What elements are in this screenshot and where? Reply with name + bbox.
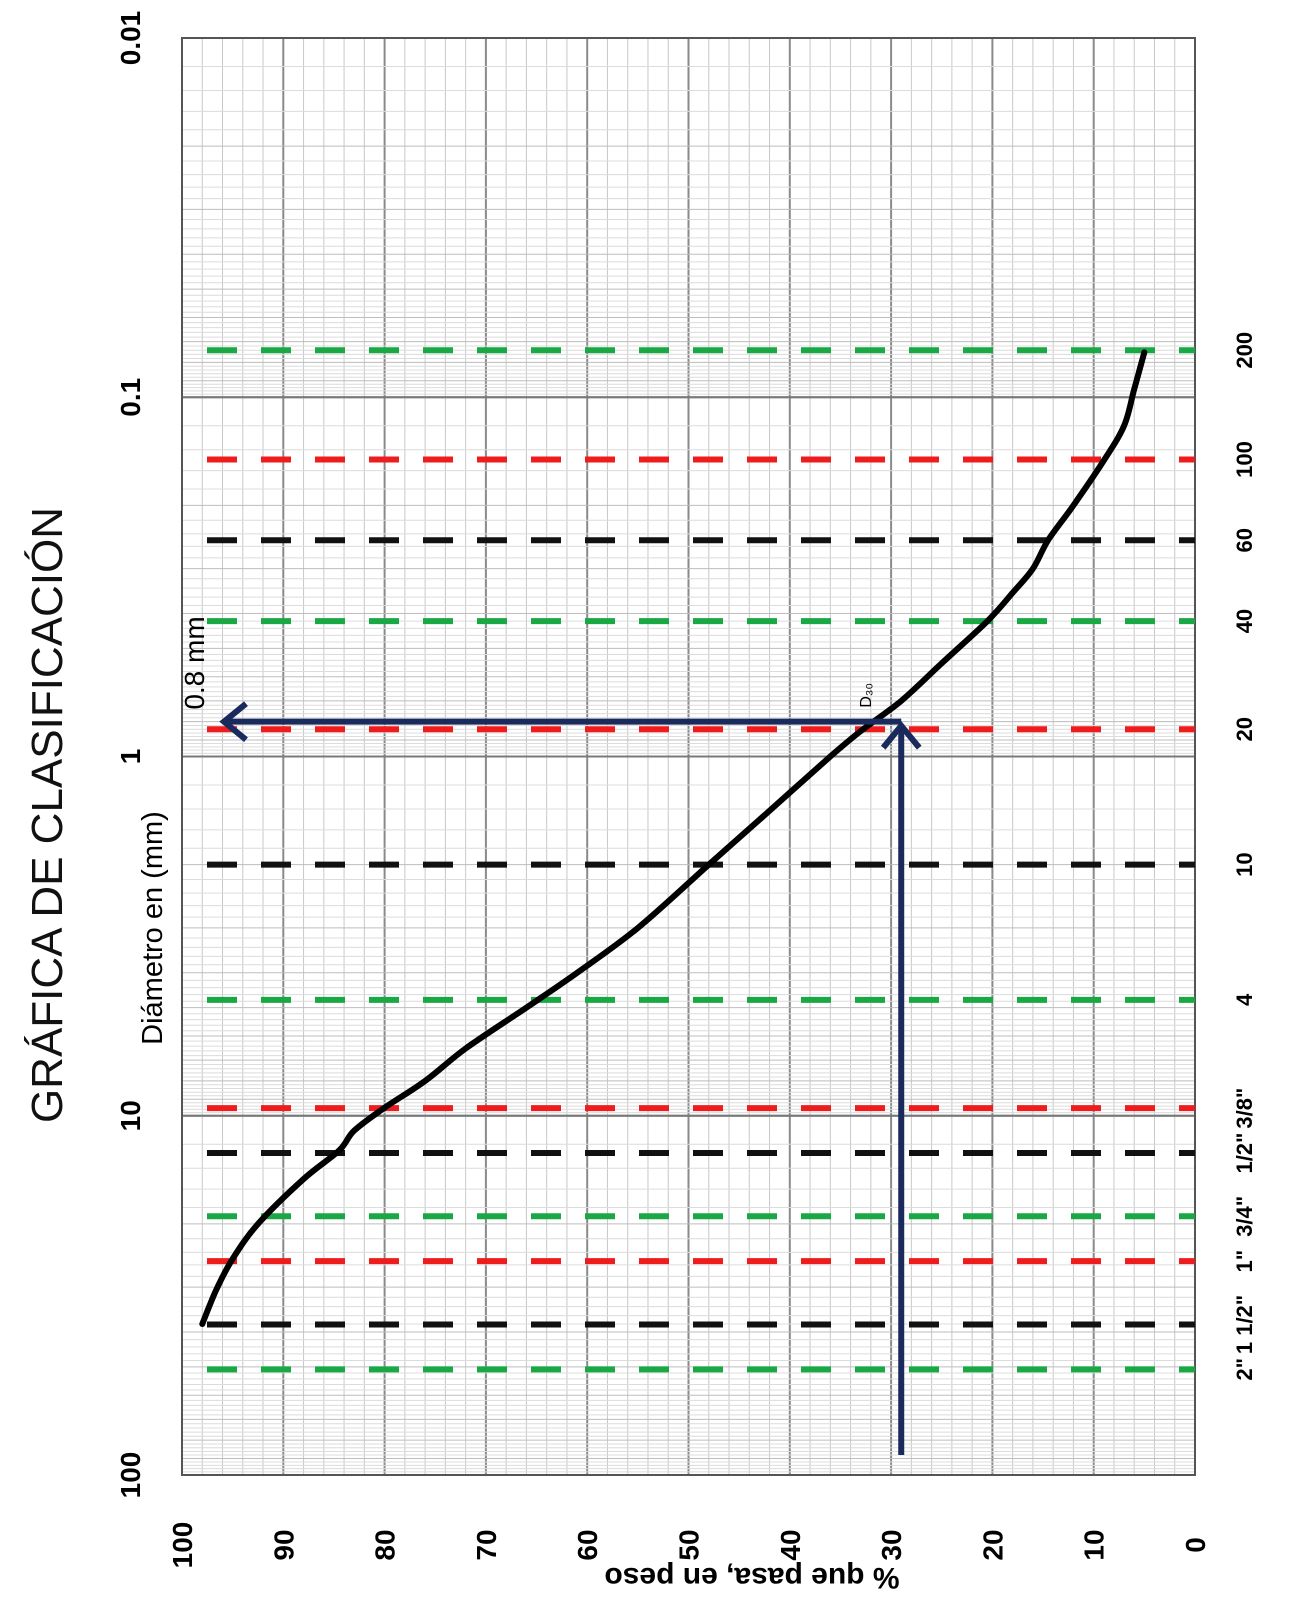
labels: 2"1 1/2"1"3/4"1/2"3/8"4102040601002000.8… [23,11,1257,1594]
annotation-arrows [219,701,922,1455]
sieve-label: 200 [1232,332,1257,369]
sieve-label: 3/8" [1232,1088,1257,1129]
y-tick-label: 30 [876,1529,907,1560]
y-tick-label: 40 [775,1529,806,1560]
x-tick-label: 100 [115,1452,146,1499]
x-axis-label: Diámetro en (mm) [137,811,169,1045]
x-tick-label: 0.1 [115,378,146,417]
grid [181,37,1196,1476]
annotation-label: 0.8 mm [179,616,210,709]
y-tick-label: 100 [167,1522,198,1569]
x-tick-label: 1 [115,749,146,765]
x-tick-label: 0.01 [115,11,146,66]
series-layer [199,349,1148,1327]
sieve-label: 60 [1232,528,1257,552]
sieve-label: 4 [1232,993,1257,1006]
x-tick-label: 10 [115,1100,146,1131]
arrow-vertical-head [880,720,922,750]
y-tick-label: 10 [1079,1529,1110,1560]
plot-border [181,37,1196,1476]
y-tick-label: 70 [471,1529,502,1560]
sieve-label: 100 [1232,441,1257,478]
sieve-label: 1" [1232,1250,1257,1273]
sieve-label: 40 [1232,609,1257,633]
y-tick-label: 0 [1180,1537,1211,1553]
y-tick-label: 80 [370,1529,401,1560]
arrow-horizontal-head [219,701,248,743]
sieve-label: 1 1/2" [1232,1295,1257,1354]
chart-title: GRÁFICA DE CLASIFICACIÓN [23,507,72,1123]
grading-curve [199,349,1148,1327]
y-tick-label: 50 [674,1529,705,1560]
y-tick-label: 20 [977,1529,1008,1560]
sieve-label: 10 [1232,852,1257,876]
y-axis-label: % que pasa, en peso [604,1561,899,1594]
annotation-marker: D₃₀ [858,683,875,708]
sieve-label: 20 [1232,717,1257,741]
sieve-label: 1/2" [1232,1133,1257,1174]
sieve-label: 2" [1232,1358,1257,1381]
y-tick-label: 90 [268,1529,299,1560]
y-tick-label: 60 [572,1529,603,1560]
sieve-label: 3/4" [1232,1196,1257,1237]
